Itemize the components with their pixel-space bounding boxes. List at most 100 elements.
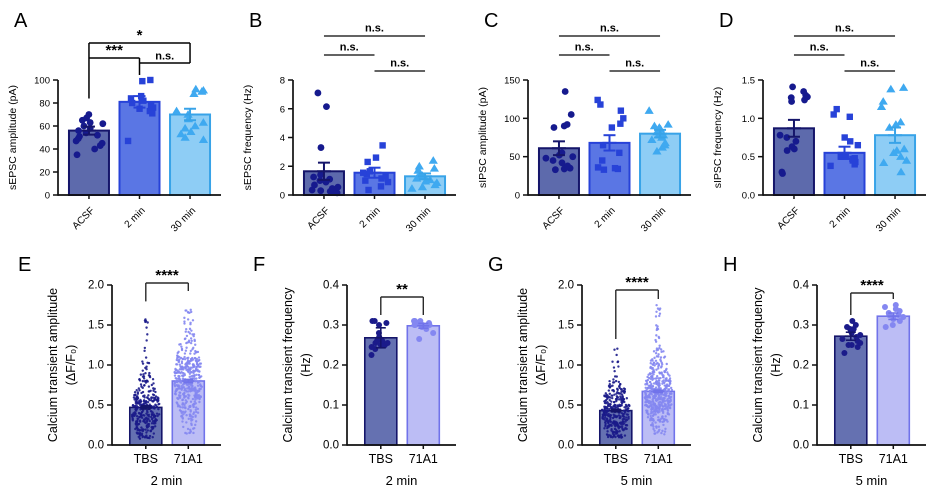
y-tick-label: 2.0 [88, 280, 104, 292]
panel-letter: E [18, 254, 31, 276]
error-bars [316, 161, 433, 181]
sig-label: n.s. [835, 23, 854, 35]
bar-71A1 [876, 315, 911, 446]
group-sublabel: 5 min [621, 473, 653, 488]
significance: **** [850, 277, 895, 315]
category-label: 71A1 [644, 452, 673, 466]
bar-30 min [169, 113, 212, 196]
y-axis-label: Calcium transient amplitude [516, 288, 530, 442]
sig-label: n.s. [600, 23, 619, 35]
bar-30 min [639, 132, 682, 197]
y-tick-label: 2 [280, 162, 285, 173]
y-axis-label-units: (Hz) [299, 353, 313, 377]
y-tick-label: 0.0 [793, 440, 809, 452]
y-tick-label: 1.0 [558, 360, 574, 372]
y-tick-label: 0.1 [793, 400, 809, 412]
y-axis-label-units: (ΔF/F₀) [534, 345, 548, 386]
y-tick-label: 4 [280, 133, 285, 144]
sig-label: n.s. [340, 42, 359, 54]
y-tick-label: 40 [39, 145, 50, 156]
category-label: 30 min [639, 205, 668, 234]
scatter-points [72, 76, 209, 159]
sig-label: * [137, 27, 143, 44]
category-label: 71A1 [174, 452, 203, 466]
category-label: ACSF [775, 205, 802, 232]
category-label: 2 min [593, 205, 618, 230]
bars [363, 325, 441, 446]
significance: **** n.s. [88, 27, 191, 99]
panel-G-chart: G 0.0 0.5 1.0 1.5 2.0 TBS 71A1 Calcium transient… [488, 254, 691, 488]
y-tick-label: 80 [39, 99, 50, 110]
y-tick-label: 100 [34, 76, 50, 87]
y-tick-label: 50 [509, 152, 520, 163]
y-tick-label: 100 [504, 114, 520, 125]
group-sublabel: 5 min [856, 473, 888, 488]
panel-letter: A [14, 10, 28, 32]
y-tick-label: 1.5 [742, 76, 755, 87]
axes: 0.0 0.5 1.0 1.5 2.0 TBS 71A1 [558, 280, 691, 466]
scatter-points [308, 89, 442, 197]
panel-A-chart: A 0 20 40 60 80 100 ACSF 2 min 30 min sEPSC amplit… [7, 10, 221, 234]
panel-letter: B [249, 10, 262, 32]
sig-label: n.s. [810, 42, 829, 54]
y-tick-label: 60 [39, 122, 50, 133]
y-tick-label: 0.5 [88, 400, 104, 412]
y-axis-label-units: (ΔF/F₀) [64, 345, 78, 386]
y-tick-label: 2.0 [558, 280, 574, 292]
category-label: ACSF [540, 205, 567, 232]
sig-label: **** [625, 274, 649, 291]
significance: **** [145, 267, 190, 302]
y-tick-label: 0 [280, 191, 285, 202]
panel-C-chart: C 0 50 100 150 ACSF 2 min 30 min sIPSC amplitude… [477, 10, 691, 234]
y-tick-label: 0.0 [558, 440, 574, 452]
y-tick-label: 1.0 [88, 360, 104, 372]
category-label: 30 min [169, 205, 198, 234]
sig-label: *** [105, 42, 123, 59]
sig-label: n.s. [575, 42, 594, 54]
category-label: ACSF [70, 205, 97, 232]
y-tick-label: 0 [515, 191, 520, 202]
axes: 0.0 0.1 0.2 0.3 0.4 TBS 71A1 [793, 280, 926, 466]
y-axis-label: sIPSC amplitude (pA) [477, 87, 489, 188]
y-tick-label: 1.5 [88, 320, 104, 332]
y-tick-label: 0.3 [323, 320, 339, 332]
category-label: 71A1 [879, 452, 908, 466]
sig-label: n.s. [365, 23, 384, 35]
y-tick-label: 0.0 [742, 191, 755, 202]
bar-71A1 [406, 325, 441, 446]
sig-label: n.s. [860, 58, 879, 70]
y-axis-label-units: (Hz) [769, 353, 783, 377]
y-tick-label: 0.2 [793, 360, 809, 372]
y-tick-label: 20 [39, 168, 50, 179]
panel-letter: H [723, 254, 737, 276]
sig-label: ** [396, 281, 408, 298]
y-axis-label: Calcium transient frequency [751, 287, 765, 443]
category-label: 2 min [358, 205, 383, 230]
y-tick-label: 150 [504, 76, 520, 87]
axes: 0.0 0.1 0.2 0.3 0.4 TBS 71A1 [323, 280, 456, 466]
y-tick-label: 0.1 [323, 400, 339, 412]
sig-label: **** [860, 277, 884, 294]
y-tick-label: 0 [45, 191, 50, 202]
y-tick-label: 8 [280, 76, 285, 87]
y-tick-label: 0.5 [558, 400, 574, 412]
y-tick-label: 1.0 [742, 114, 755, 125]
sig-label: **** [155, 267, 179, 284]
error-bars [139, 378, 195, 410]
panel-F-chart: F 0.0 0.1 0.2 0.3 0.4 TBS 71A1 Calcium transient… [253, 254, 456, 488]
panel-letter: G [488, 254, 504, 276]
y-tick-label: 6 [280, 104, 285, 115]
panel-letter: F [253, 254, 265, 276]
significance: n.s. n.s. n.s. [793, 23, 896, 72]
group-sublabel: 2 min [386, 473, 418, 488]
category-label: 2 min [123, 205, 148, 230]
y-axis-label: Calcium transient frequency [281, 287, 295, 443]
group-sublabel: 2 min [151, 473, 183, 488]
y-tick-label: 0.3 [793, 320, 809, 332]
bars [833, 315, 911, 446]
error-bars [551, 128, 668, 157]
axes: 0 2 4 6 8 ACSF 2 min 30 min [280, 76, 456, 234]
sig-label: n.s. [625, 58, 644, 70]
panel-H-chart: H 0.0 0.1 0.2 0.3 0.4 TBS 71A1 Calcium transient… [723, 254, 926, 488]
sig-label: n.s. [390, 58, 409, 70]
